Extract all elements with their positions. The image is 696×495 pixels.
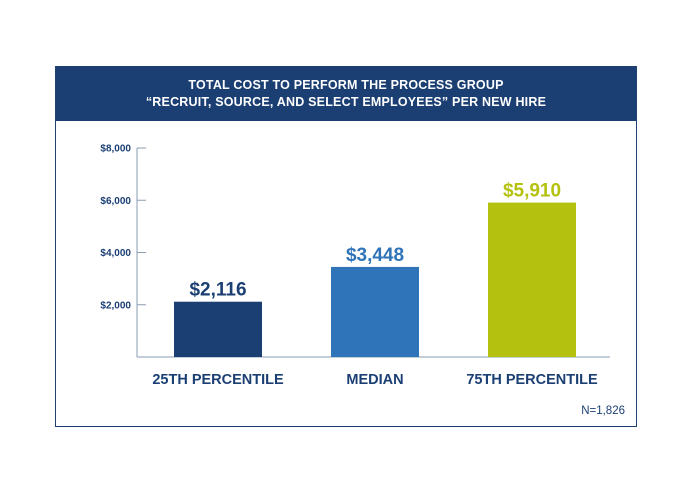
bar xyxy=(174,301,262,357)
bar xyxy=(331,266,419,357)
data-label: $2,116 xyxy=(189,280,246,301)
data-label: $3,448 xyxy=(346,245,404,266)
y-tick-label: $4,000 xyxy=(100,248,131,259)
data-label: $5,910 xyxy=(503,181,561,202)
y-tick-label: $8,000 xyxy=(100,144,131,155)
chart-title: TOTAL COST TO PERFORM THE PROCESS GROUP xyxy=(188,78,504,92)
chart-subtitle: “RECRUIT, SOURCE, AND SELECT EMPLOYEES” … xyxy=(145,95,547,109)
sample-size-note: N=1,826 xyxy=(581,405,625,417)
category-label: 25TH PERCENTILE xyxy=(152,372,284,388)
y-tick-label: $6,000 xyxy=(100,196,131,207)
category-label: MEDIAN xyxy=(346,372,403,388)
category-label: 75TH PERCENTILE xyxy=(466,372,598,388)
y-tick-label: $2,000 xyxy=(100,300,131,311)
chart-header: TOTAL COST TO PERFORM THE PROCESS GROUP … xyxy=(56,67,636,121)
bar xyxy=(488,202,576,357)
